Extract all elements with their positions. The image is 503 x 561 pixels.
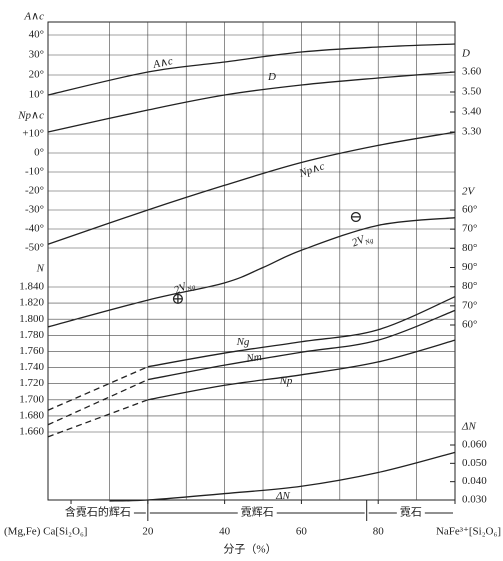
y-tick-label: -20° [25,185,44,197]
y-tick-label: 0.050 [462,457,487,469]
curve-label: Np [279,375,293,387]
curve [147,296,456,368]
curve-label: ΔN [275,490,290,502]
curve-label: Nm [245,351,263,365]
zone-label: 霓辉石 [241,506,274,519]
curve-label-text: D [267,71,276,83]
y-tick-label: 0.040 [462,475,487,487]
y-tick-label: 3.60 [462,66,482,78]
x-tick-label: 60 [296,526,308,538]
y-tick-label: 0.060 [462,439,487,451]
x-axis-label: 分子（%） [223,543,276,556]
plot-frame [47,21,456,501]
annotation: ⊖ [349,209,362,226]
curve [47,217,456,328]
curve [147,339,456,401]
annotation-sub: Ng [185,282,197,293]
y-tick-label: +10° [22,128,44,140]
y-tick-label: 0° [34,147,44,159]
y-tick-label: 1.720 [19,377,44,389]
y-tick-label: 1.760 [19,345,44,357]
y-tick-label: 70° [462,299,477,311]
curve [109,451,456,502]
x-tick-label: NaFe³⁺[Si₂O₆] [436,526,501,538]
y-tick-label: 1.840 [19,281,44,293]
y-tick-label: 60° [462,204,477,216]
axis-title: A∧c [23,11,44,23]
y-tick-label: -40° [25,223,44,235]
y-tick-label: 70° [462,223,477,235]
y-tick-label: 40° [29,29,44,41]
curve-label: 2VNg [350,230,375,251]
y-tick-label: 60° [462,319,477,331]
y-tick-label: -30° [25,204,44,216]
curve-label-text: ΔN [275,490,290,502]
y-tick-label: 3.40 [462,106,482,118]
y-tick-label: 1.700 [19,393,44,405]
y-tick-label: 1.660 [19,426,44,438]
x-tick-label: 20 [142,526,154,538]
y-tick-label: 90° [462,261,477,273]
axis-title: Np∧c [17,110,44,122]
annotation-text: ⊖ [349,209,362,226]
y-tick-label: 1.820 [19,297,44,309]
annotation: ⊕ [171,291,184,308]
curve-label-text: Np [279,375,293,387]
y-tick-label: 3.50 [462,86,482,98]
curve-label-text: 2V [350,233,367,249]
x-tick-label: (Mg,Fe) Ca[Si₂O₆] [4,526,87,538]
y-tick-label: 20° [29,69,44,81]
annotation-text: ⊕ [171,291,184,308]
curve-label-text: Ng [236,336,250,348]
y-tick-label: 10° [29,89,44,101]
axis-title: N [36,263,45,275]
y-tick-label: 30° [29,49,44,61]
axis-title: 2V [462,186,476,198]
x-tick-label: 80 [373,526,385,538]
y-tick-label: 1.740 [19,361,44,373]
curve [147,309,456,381]
curve [47,71,456,133]
axis-title: D [461,48,470,60]
curve [47,399,149,438]
curve-label: D [267,71,276,83]
y-tick-label: 0.030 [462,494,487,506]
curve-label: A∧c [151,55,174,71]
curve-label-sub: Ng [363,236,375,247]
curve [47,131,456,245]
y-tick-label: 1.780 [19,329,44,341]
zone-label: 含霓石的辉石 [65,505,131,519]
y-tick-label: 1.800 [19,313,44,325]
curve [47,43,456,96]
axis-title: ΔN [461,421,476,433]
y-tick-label: -50° [25,242,44,254]
curve [47,366,149,411]
curve-label-text: Nm [245,351,263,365]
y-tick-label: 80° [462,242,477,254]
curve [47,379,149,426]
curve-label-text: A∧c [151,55,174,71]
y-tick-label: 1.680 [19,409,44,421]
x-tick-label: 40 [219,526,231,538]
zone-label: 霓石 [400,506,422,519]
y-tick-label: 3.30 [462,126,482,138]
y-tick-label: 80° [462,280,477,292]
y-tick-label: -10° [25,166,44,178]
curve-label: Ng [236,336,250,348]
